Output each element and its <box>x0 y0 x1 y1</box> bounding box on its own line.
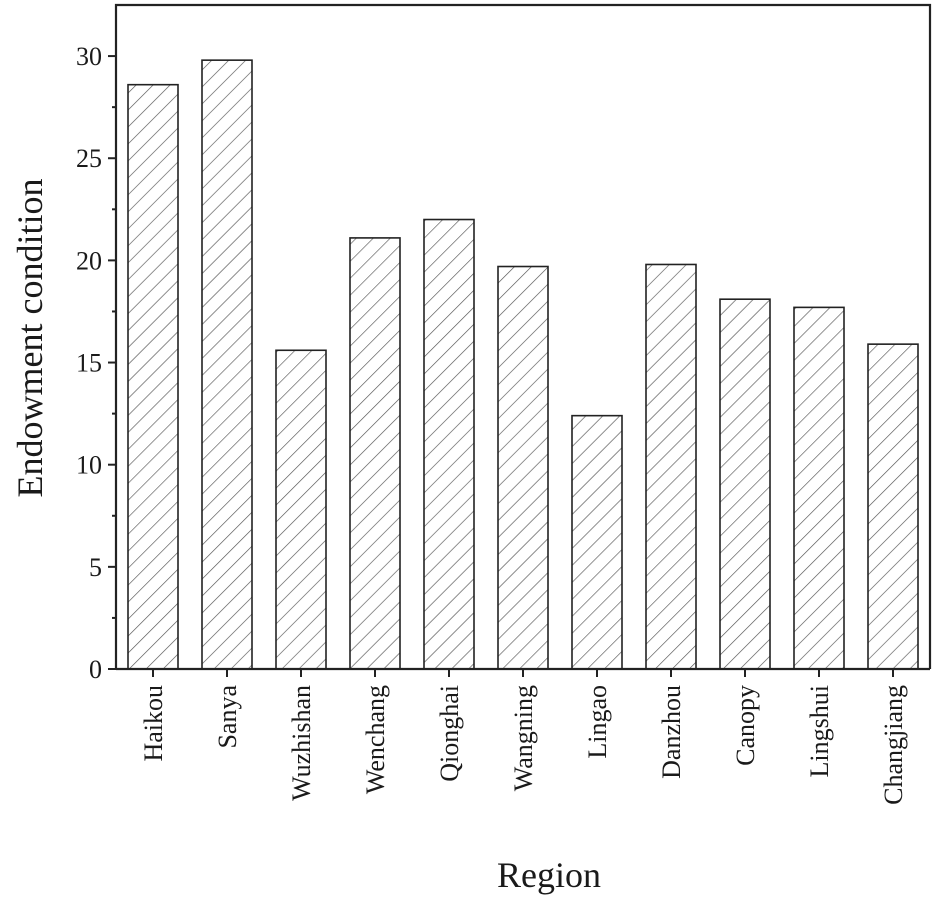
y-tick-label-15: 15 <box>76 349 102 378</box>
y-axis: 0 5 10 15 20 25 30 <box>76 3 932 684</box>
plot-frame <box>114 3 932 669</box>
bar-wuzhishan <box>275 349 327 670</box>
y-tick-label-30: 30 <box>76 42 102 71</box>
bar-wenchang <box>349 237 401 670</box>
y-tick-label-25: 25 <box>76 144 102 173</box>
bar-danzhou <box>645 263 697 670</box>
y-tick-label-0: 0 <box>89 655 102 684</box>
bar-sanya <box>201 59 253 670</box>
x-tick-label-danzhou: Danzhou <box>657 685 686 779</box>
bar-wangning <box>497 265 549 670</box>
x-tick-label-wangning: Wangning <box>509 685 538 791</box>
bar-lingao <box>571 414 623 670</box>
x-tick-label-lingshui: Lingshui <box>805 685 834 777</box>
y-tick-label-5: 5 <box>89 553 102 582</box>
y-tick-label-10: 10 <box>76 451 102 480</box>
x-axis: Haikou Sanya Wuzhishan Wenchang Qionghai Wang… <box>116 667 930 805</box>
x-tick-label-haikou: Haikou <box>139 685 168 762</box>
y-axis-title: Endowment condition <box>10 179 50 498</box>
x-tick-label-wenchang: Wenchang <box>361 685 390 794</box>
bar-changjiang <box>867 343 919 670</box>
x-tick-label-qionghai: Qionghai <box>435 685 464 782</box>
bar-lingshui <box>793 306 845 670</box>
x-tick-label-canopy: Canopy <box>731 685 760 766</box>
x-tick-label-lingao: Lingao <box>583 685 612 759</box>
x-tick-label-wuzhishan: Wuzhishan <box>287 685 316 801</box>
bar-qionghai <box>423 218 475 670</box>
x-tick-label-changjiang: Changjiang <box>879 685 908 805</box>
x-axis-title: Region <box>497 855 601 895</box>
x-tick-label-sanya: Sanya <box>213 685 242 749</box>
bar-canopy <box>719 298 771 670</box>
y-tick-label-20: 20 <box>76 246 102 275</box>
bar-haikou <box>127 83 179 670</box>
bars-group <box>127 59 919 670</box>
